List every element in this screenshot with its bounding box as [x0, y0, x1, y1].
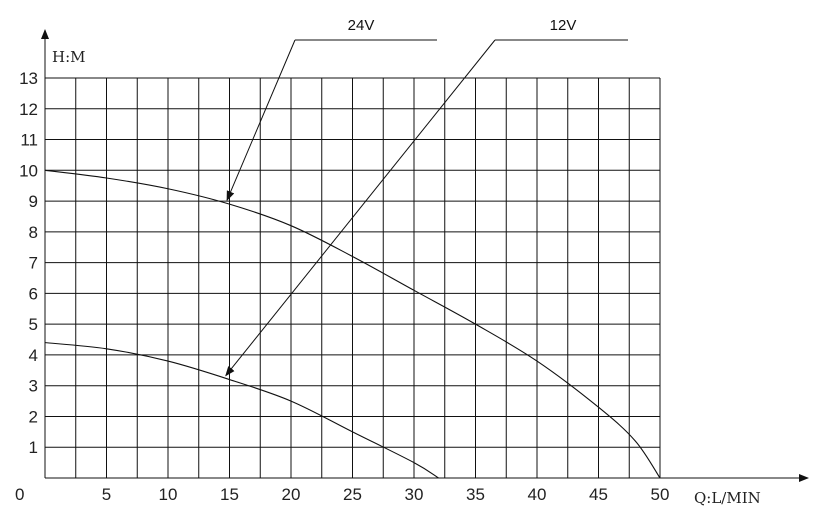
y-tick-label: 10 — [19, 161, 38, 180]
y-tick-label: 9 — [29, 192, 38, 211]
x-tick-label: 15 — [220, 485, 239, 504]
x-tick-label: 30 — [405, 485, 424, 504]
series-line-12v — [44, 342, 439, 479]
x-tick-label: 0 — [15, 485, 24, 504]
y-tick-label: 1 — [29, 438, 38, 457]
series-line-24v — [44, 169, 661, 479]
label-leader-arrow — [225, 39, 496, 377]
x-tick-label: 40 — [528, 485, 547, 504]
x-tick-label: 20 — [282, 485, 301, 504]
y-axis-label: H:M — [52, 48, 86, 66]
y-tick-label: 2 — [29, 407, 38, 426]
y-tick-label: 4 — [29, 346, 38, 365]
x-tick-label: 45 — [589, 485, 608, 504]
series-label-24v: 24V — [348, 17, 375, 34]
y-tick-label: 11 — [20, 131, 38, 150]
y-tick-label: 7 — [29, 254, 38, 273]
x-tick-label: 5 — [102, 485, 111, 504]
y-tick-label: 6 — [29, 284, 38, 303]
x-tick-label: 35 — [466, 485, 485, 504]
y-tick-label: 5 — [29, 315, 38, 334]
series-label-12v: 12V — [550, 17, 577, 34]
y-tick-label: 3 — [29, 377, 38, 396]
x-axis-label: Q:L/MIN — [694, 489, 761, 507]
series — [44, 169, 661, 479]
y-tick-label: 13 — [19, 69, 38, 88]
x-tick-label: 50 — [651, 485, 670, 504]
y-tick-label: 12 — [19, 100, 38, 119]
axes — [41, 29, 809, 482]
x-tick-label: 25 — [343, 485, 362, 504]
series-labels: 24V 12V — [225, 17, 628, 377]
y-tick-label: 8 — [29, 223, 38, 242]
grid — [44, 77, 661, 479]
x-tick-label: 10 — [159, 485, 178, 504]
label-leader-arrow — [226, 39, 296, 202]
